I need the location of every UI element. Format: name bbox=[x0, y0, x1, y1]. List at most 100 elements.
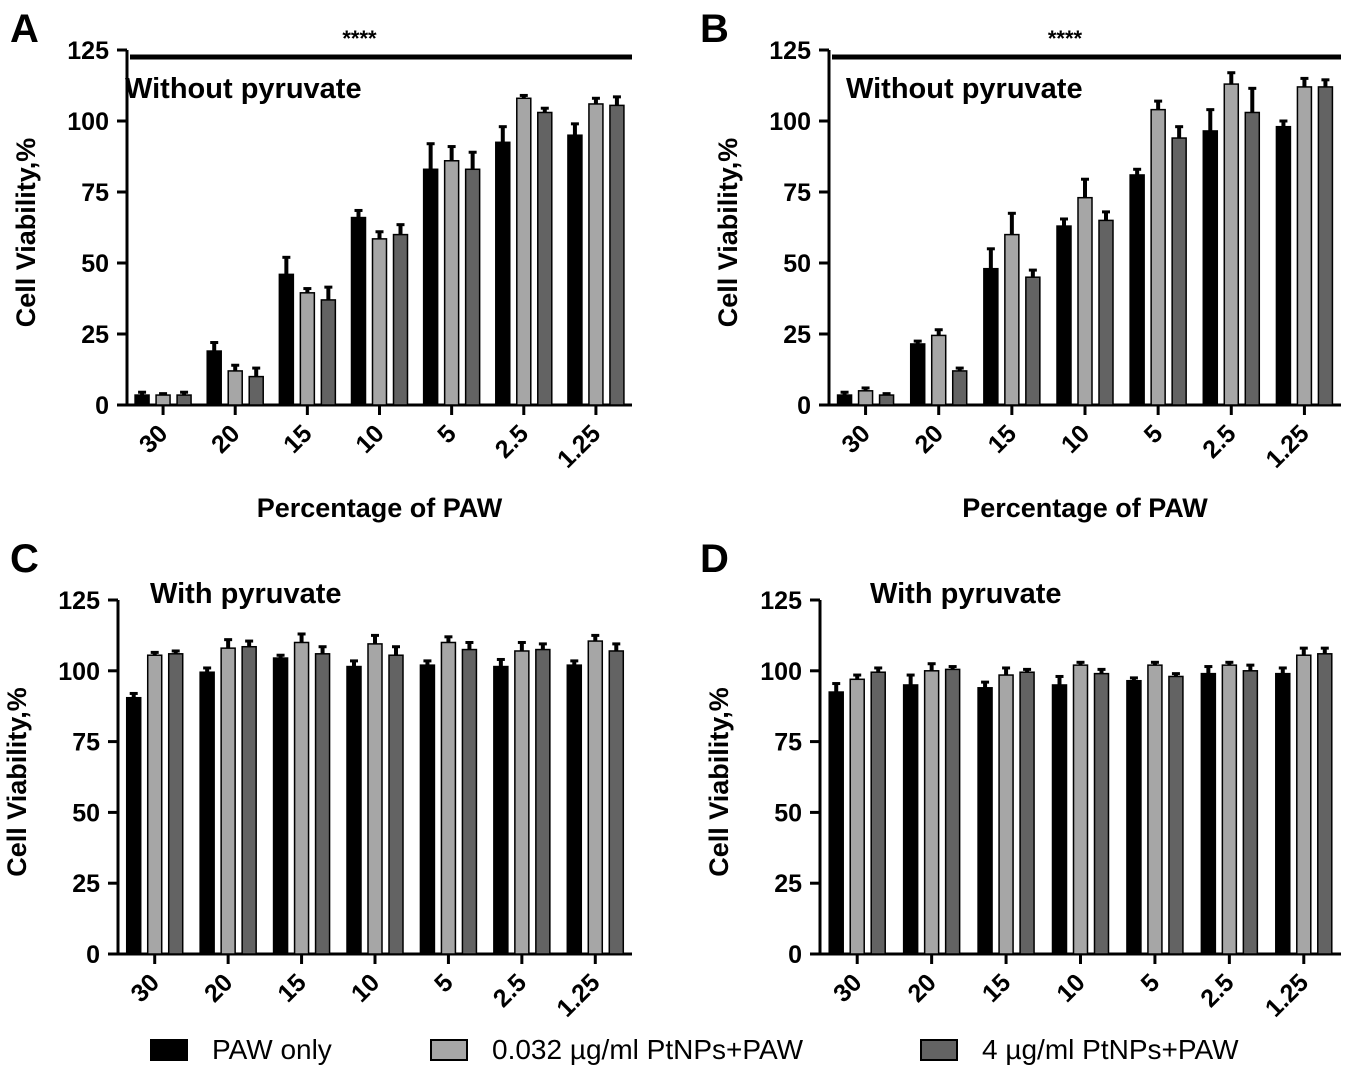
x-tick-label: 10 bbox=[1056, 419, 1095, 458]
panel-letter: D bbox=[700, 537, 729, 581]
y-tick-label: 25 bbox=[783, 321, 811, 349]
y-tick-label: 75 bbox=[72, 729, 100, 757]
bar bbox=[146, 654, 163, 955]
x-tick-label: 30 bbox=[125, 968, 164, 1007]
y-tick-label: 75 bbox=[774, 729, 802, 757]
bar bbox=[1275, 672, 1291, 955]
bar bbox=[220, 647, 236, 955]
bar bbox=[1296, 86, 1313, 406]
x-tick-label: 15 bbox=[977, 968, 1017, 1008]
bar bbox=[1129, 174, 1145, 406]
y-tick-label: 0 bbox=[86, 941, 100, 969]
significance-label: **** bbox=[1048, 26, 1083, 51]
x-tick-label: 5 bbox=[429, 968, 459, 998]
x-tick-label: 20 bbox=[909, 419, 948, 458]
bar bbox=[1025, 276, 1041, 406]
y-axis-label: Cell Viability,% bbox=[2, 687, 32, 877]
bar bbox=[1147, 664, 1163, 955]
x-tick-label: 1.25 bbox=[551, 968, 605, 1022]
bar bbox=[609, 104, 625, 406]
bar bbox=[314, 653, 331, 955]
bar bbox=[828, 691, 844, 955]
bar bbox=[1126, 679, 1142, 955]
x-tick-label: 5 bbox=[432, 419, 462, 449]
panel-annotation: With pyruvate bbox=[870, 578, 1062, 610]
bar bbox=[443, 160, 460, 406]
bar bbox=[849, 678, 865, 955]
bar bbox=[125, 696, 142, 955]
bar bbox=[1150, 108, 1166, 406]
bar bbox=[1019, 671, 1035, 955]
bar bbox=[1317, 86, 1334, 406]
bar bbox=[461, 648, 478, 955]
x-tick-label: 30 bbox=[828, 968, 867, 1007]
bar bbox=[1221, 664, 1238, 955]
panel-annotation: With pyruvate bbox=[150, 578, 342, 610]
bar bbox=[1275, 125, 1292, 406]
bar bbox=[951, 370, 968, 406]
bar bbox=[320, 299, 337, 406]
x-tick-label: 15 bbox=[272, 968, 312, 1008]
bar bbox=[299, 292, 316, 406]
x-axis-label: Percentage of PAW bbox=[257, 493, 503, 523]
bar bbox=[566, 664, 583, 955]
bar bbox=[419, 664, 436, 955]
legend-item-ptnp-low: 0.032 µg/ml PtNPs+PAW bbox=[430, 1034, 803, 1066]
bar bbox=[535, 648, 551, 955]
panel-letter: B bbox=[700, 7, 729, 51]
x-tick-label: 15 bbox=[278, 419, 318, 459]
legend-label: PAW only bbox=[212, 1034, 332, 1065]
x-tick-label: 2.5 bbox=[1197, 419, 1241, 463]
legend-label: 4 µg/ml PtNPs+PAW bbox=[982, 1034, 1239, 1065]
bar bbox=[998, 674, 1014, 955]
bar bbox=[388, 654, 404, 955]
bar bbox=[493, 665, 509, 955]
bar bbox=[516, 97, 532, 406]
significance-label: **** bbox=[342, 26, 377, 51]
y-axis-label: Cell Viability,% bbox=[713, 138, 743, 328]
bar bbox=[241, 645, 257, 955]
bar bbox=[134, 394, 150, 406]
bar bbox=[587, 640, 604, 955]
bar bbox=[1244, 111, 1261, 406]
y-tick-label: 50 bbox=[783, 250, 811, 278]
x-tick-label: 30 bbox=[134, 419, 173, 458]
x-tick-label: 2.5 bbox=[488, 968, 532, 1012]
y-tick-label: 50 bbox=[81, 250, 109, 278]
bar bbox=[293, 641, 310, 955]
y-tick-label: 100 bbox=[769, 108, 811, 136]
bar bbox=[1296, 654, 1312, 955]
bar bbox=[392, 233, 409, 406]
bar bbox=[367, 643, 383, 955]
bar bbox=[206, 350, 222, 406]
bar bbox=[1051, 684, 1068, 955]
y-axis-label: Cell Viability,% bbox=[704, 687, 734, 877]
y-tick-label: 0 bbox=[788, 941, 802, 969]
x-tick-label: 2.5 bbox=[490, 419, 534, 463]
bar bbox=[346, 665, 362, 955]
legend-item-paw-only: PAW only bbox=[150, 1034, 332, 1066]
bar bbox=[248, 375, 264, 406]
y-tick-label: 125 bbox=[67, 37, 109, 65]
legend-swatch-ptnp-high bbox=[920, 1039, 958, 1061]
bar bbox=[227, 370, 243, 406]
y-axis-label: Cell Viability,% bbox=[11, 138, 41, 328]
x-tick-label: 15 bbox=[983, 419, 1023, 459]
legend-swatch-ptnp-low bbox=[430, 1039, 468, 1061]
x-tick-label: 5 bbox=[1136, 968, 1166, 998]
bar bbox=[1242, 670, 1259, 955]
x-tick-label: 10 bbox=[350, 419, 389, 458]
panel-annotation: Without pyruvate bbox=[125, 73, 362, 105]
bar bbox=[1072, 664, 1089, 955]
y-tick-label: 100 bbox=[58, 658, 100, 686]
x-tick-label: 1.25 bbox=[552, 419, 606, 473]
x-tick-label: 10 bbox=[346, 968, 385, 1007]
x-tick-label: 30 bbox=[836, 419, 875, 458]
bar bbox=[371, 238, 388, 406]
legend-label: 0.032 µg/ml PtNPs+PAW bbox=[492, 1034, 804, 1065]
bar bbox=[878, 394, 895, 406]
bar bbox=[1056, 225, 1072, 406]
bar bbox=[944, 668, 961, 955]
legend-swatch-paw-only bbox=[150, 1039, 188, 1061]
